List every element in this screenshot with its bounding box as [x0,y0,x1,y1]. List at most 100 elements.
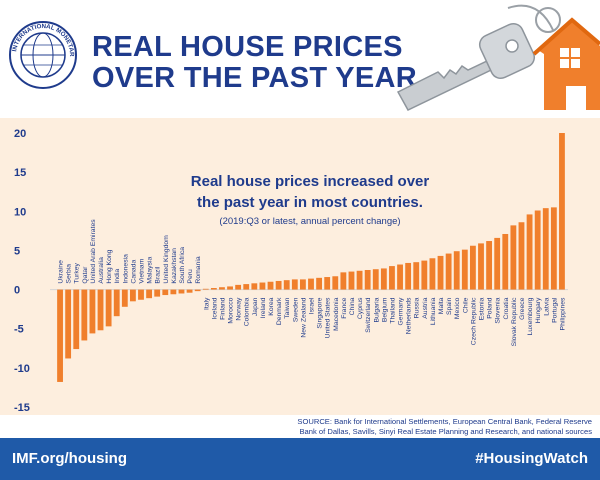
x-tick-label: Hong Kong [106,249,113,283]
bar [469,245,476,290]
bar [138,289,144,300]
y-tick-label: 0 [14,285,20,297]
bar [146,289,153,299]
x-tick-label: Belgium [381,297,388,322]
bar [178,289,185,294]
bar [316,277,323,290]
x-labels: Ukraine Serbia Turkey Qatar United Arab Emir… [58,219,567,347]
bar [291,279,298,290]
imf-logo: INTERNATIONAL MONETARY FUND [8,20,77,89]
x-tick-label: New Zealand [300,297,307,337]
x-tick-label: China [349,297,356,315]
x-tick-label: Ukraine [58,260,65,284]
x-tick-label: Poland [487,297,494,318]
y-tick-label: -15 [14,402,30,414]
bar [429,258,436,290]
bar [461,249,468,290]
bar [364,270,371,290]
x-tick-label: Korea [268,297,275,315]
bar [518,222,525,290]
bar [186,289,193,293]
x-tick-label: Finland [219,297,226,320]
bar [121,289,128,307]
x-tick-label: Kazakhstan [171,248,178,284]
bar [154,289,161,297]
bar [405,262,412,290]
x-tick-label: Philippines [559,297,566,330]
y-tick-label: 15 [14,167,26,179]
bar [308,278,314,290]
bar [210,288,217,290]
x-tick-label: Slovenia [495,297,502,323]
bar [494,237,501,290]
x-tick-label: Latvia [543,297,550,315]
bar [97,289,104,331]
bar [486,241,493,290]
source-line-2: Bank of Dallas, Savills, Sinyi Real Esta… [299,427,592,436]
title-line-1: REAL HOUSE PRICES [92,31,403,63]
x-tick-label: Japan [252,297,259,316]
x-tick-label: Taiwan [284,297,291,318]
bar [73,289,80,350]
bar [380,268,387,290]
title-line-2: OVER THE PAST YEAR [92,62,417,94]
x-tick-label: Thailand [389,297,396,323]
x-tick-label: Turkey [74,262,81,283]
x-tick-label: Ireland [260,297,267,318]
bar [194,289,201,292]
housing-link[interactable]: IMF.org/housing [12,450,127,467]
x-tick-label: Germany [398,297,405,326]
header: INTERNATIONAL MONETARY FUND REAL HOUSE P… [0,0,600,118]
x-tick-label: Chile [462,297,469,313]
x-tick-label: Lithuania [430,297,437,325]
x-tick-label: India [114,269,121,284]
x-tick-label: Spain [446,297,453,315]
annotation-line-2: the past year in most countries. [197,194,423,211]
x-tick-label: Australia [98,257,105,284]
x-tick-label: Croatia [503,297,510,319]
x-tick-label: Malaysia [147,257,154,284]
bar [227,286,233,290]
bar [437,255,444,290]
x-tick-label: Morocco [228,297,235,323]
x-tick-label: Netherlands [406,297,413,334]
bar [235,284,242,290]
bar [372,269,379,290]
hashtag[interactable]: #HousingWatch [475,450,588,467]
x-tick-label: Serbia [66,264,73,284]
bar [219,287,225,290]
x-tick-label: Portugal [551,297,558,323]
bar [413,262,420,290]
x-tick-label: Russia [414,297,421,318]
x-tick-label: Romania [195,256,202,283]
y-tick-label: 10 [14,206,26,218]
bar [81,289,88,341]
x-tick-label: Vietnam [139,258,146,283]
bars [57,133,565,382]
bar [113,289,120,317]
annotation-note: (2019:Q3 or latest, annual percent chang… [219,216,400,227]
y-tick-label: -5 [14,324,24,336]
x-tick-label: United Kingdom [163,235,170,284]
bar [550,207,557,290]
y-axis: 20 15 10 5 0 -5 -10 -15 [14,128,30,414]
bar [559,133,565,290]
x-tick-label: United Arab Emirates [90,219,97,284]
source-line-1: SOURCE: Bank for International Settlemen… [297,417,592,426]
x-tick-label: Denmark [276,297,283,325]
x-tick-label: Italy [203,297,210,310]
bar [299,279,306,290]
x-tick-label: Estonia [479,297,486,320]
x-tick-label: Sweden [292,297,299,322]
x-tick-label: Greece [519,297,526,320]
bar [421,260,428,290]
bar [356,270,363,290]
bar [397,264,403,290]
y-tick-label: 5 [14,245,20,257]
bar [526,214,533,290]
y-tick-label: 20 [14,128,26,140]
bar [502,233,509,290]
bar [57,289,63,382]
bar [453,251,460,290]
bar [534,210,541,290]
